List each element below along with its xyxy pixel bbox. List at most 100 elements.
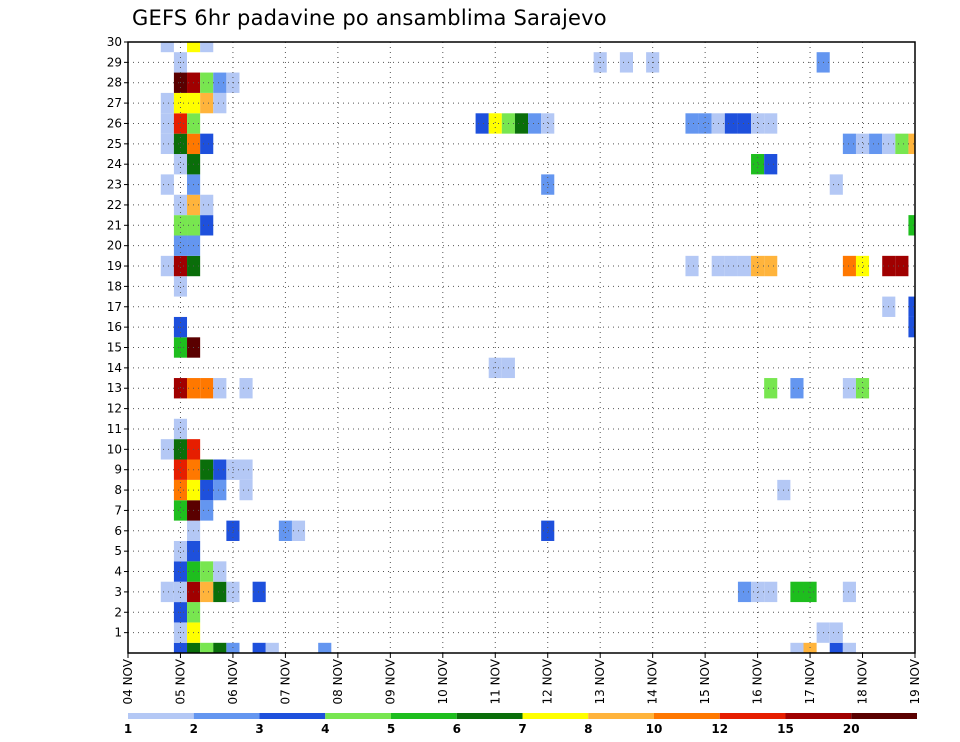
heatmap-cell	[764, 255, 778, 277]
heatmap-cell	[239, 378, 253, 399]
x-tick-label: 10 NOV	[436, 658, 450, 704]
heatmap-cell	[200, 378, 214, 399]
heatmap-cell	[803, 581, 817, 603]
x-tick-label: 17 NOV	[803, 658, 817, 704]
heatmap-cell	[173, 92, 188, 114]
legend-label: 20	[843, 722, 860, 736]
chart-title: GEFS 6hr padavine po ansamblima Sarajevo	[132, 6, 607, 30]
y-tick-label: 24	[107, 157, 122, 171]
heatmap-cell	[790, 642, 804, 653]
heatmap-cell	[829, 622, 843, 643]
legend-label: 3	[255, 722, 263, 736]
y-tick-label: 6	[114, 524, 122, 538]
heatmap-cell	[842, 642, 856, 653]
heatmap-cell	[541, 520, 555, 541]
legend-swatch	[193, 713, 260, 719]
heatmap-cell	[200, 500, 214, 521]
x-axis: 04 NOV 05 NOV 06 NOV 07 NOV 08 NOV 09 NOV 10 N…	[121, 653, 922, 705]
heatmap-cell	[200, 642, 214, 653]
x-tick-label: 05 NOV	[173, 658, 187, 704]
heatmap-cell	[265, 642, 279, 653]
heatmap-cell	[173, 561, 188, 582]
x-tick-label: 14 NOV	[646, 658, 660, 704]
legend-swatch	[851, 713, 917, 719]
legend-label: 2	[190, 722, 198, 736]
heatmap-cell	[908, 133, 915, 155]
y-tick-label: 21	[107, 218, 122, 232]
heatmap-cell	[200, 133, 214, 155]
heatmap-cell	[908, 316, 915, 338]
y-tick-label: 2	[114, 605, 122, 619]
heatmap-cell	[764, 154, 778, 175]
heatmap-cell	[173, 235, 188, 256]
x-tick-label: 12 NOV	[541, 658, 555, 704]
heatmap-cell	[200, 459, 214, 480]
heatmap-cell	[724, 113, 738, 134]
heatmap-cell	[160, 174, 174, 195]
heatmap-cell	[475, 113, 489, 134]
y-tick-label: 28	[107, 76, 122, 90]
legend-swatch	[325, 713, 391, 719]
heatmap-cell	[541, 174, 555, 195]
legend-label: 8	[584, 722, 592, 736]
heatmap-cell	[213, 92, 227, 114]
heatmap-cell	[200, 72, 214, 93]
heatmap-cell	[751, 154, 765, 175]
heatmap-cell	[842, 378, 856, 399]
legend-swatch	[719, 713, 786, 719]
y-tick-label: 25	[107, 137, 122, 151]
heatmap-cell	[213, 581, 227, 603]
heatmap-cell	[528, 113, 542, 134]
heatmap-cell	[173, 581, 188, 603]
y-tick-label: 14	[107, 361, 122, 375]
x-tick-label: 04 NOV	[121, 658, 135, 704]
heatmap-cell	[842, 255, 856, 277]
heatmap-cell	[842, 581, 856, 603]
heatmap-cell	[173, 439, 188, 460]
heatmap-cell	[226, 581, 240, 603]
heatmap-cell	[173, 479, 188, 501]
heatmap-cell	[200, 561, 214, 582]
heatmap-cell	[213, 642, 227, 653]
heatmap-cell	[724, 255, 738, 277]
heatmap-cell	[842, 133, 856, 155]
y-tick-label: 5	[114, 544, 122, 558]
y-tick-label: 27	[107, 96, 122, 110]
heatmap-cell	[173, 194, 188, 216]
y-tick-label: 7	[114, 503, 122, 517]
heatmap-cell	[790, 581, 804, 603]
y-tick-label: 17	[107, 300, 122, 314]
heatmap-cell	[173, 215, 188, 236]
legend-swatch	[785, 713, 852, 719]
grid-lines	[128, 42, 915, 653]
y-tick-label: 16	[107, 320, 122, 334]
heatmap-cell	[160, 42, 174, 53]
heatmap-cell	[619, 52, 633, 73]
heatmap-cell	[173, 459, 188, 480]
heatmap-cell	[488, 113, 502, 134]
heatmap-cell	[160, 581, 174, 603]
legend-swatch	[654, 713, 720, 719]
y-tick-label: 19	[107, 259, 122, 273]
heatmap-cell	[173, 154, 188, 175]
y-tick-label: 30	[107, 35, 122, 49]
y-tick-label: 9	[114, 463, 122, 477]
heatmap-cell	[737, 581, 752, 603]
legend-label: 4	[321, 722, 329, 736]
heatmap-cell	[764, 113, 778, 134]
heatmap-cell	[239, 479, 253, 501]
heatmap-cell	[855, 378, 870, 399]
heatmap-cell	[855, 133, 870, 155]
x-tick-label: 15 NOV	[698, 658, 712, 704]
x-tick-label: 06 NOV	[226, 658, 240, 704]
heatmap-cell	[200, 194, 214, 216]
heatmap-cell	[751, 113, 765, 134]
legend-swatch	[588, 713, 654, 719]
legend-label: 7	[518, 722, 526, 736]
heatmap-cell	[226, 459, 240, 480]
heatmap-cell	[829, 642, 843, 653]
x-tick-label: 18 NOV	[856, 658, 870, 704]
heatmap-cell	[173, 540, 188, 562]
heatmap-cell	[252, 581, 266, 603]
